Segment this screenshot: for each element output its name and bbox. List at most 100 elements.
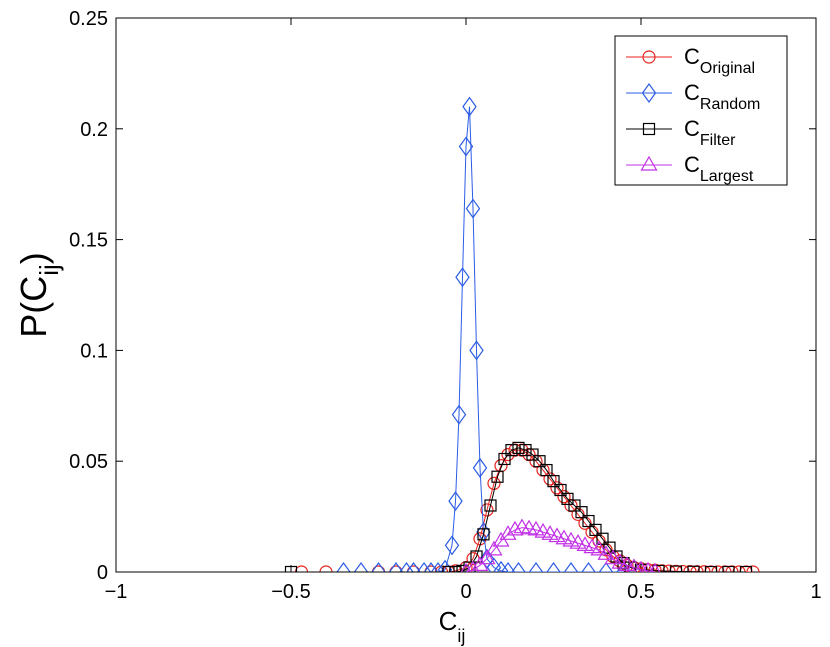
series-layer — [284, 96, 760, 572]
data-point — [449, 565, 462, 572]
y-axis-label-main: P(C — [13, 276, 54, 338]
data-point — [722, 565, 735, 572]
data-point — [739, 565, 753, 572]
x-axis-label-main: C — [439, 606, 458, 636]
data-point — [430, 561, 446, 572]
data-point — [469, 340, 484, 361]
legend-marker — [642, 50, 656, 64]
y-tick-label: 0.05 — [69, 451, 108, 473]
legend-item-original: COriginal — [626, 44, 755, 77]
data-point — [611, 553, 629, 569]
legend-label: CRandom — [684, 80, 760, 113]
data-point — [555, 529, 573, 545]
data-point — [512, 441, 525, 455]
data-point — [480, 503, 494, 517]
data-point — [460, 562, 472, 572]
series-line — [343, 106, 624, 572]
data-point — [470, 550, 483, 563]
data-point — [618, 556, 636, 571]
y-tick-label: 0.1 — [80, 340, 108, 362]
data-point — [634, 563, 648, 572]
data-point — [550, 481, 564, 495]
data-point — [458, 136, 474, 157]
data-point — [546, 561, 561, 572]
data-point — [424, 565, 438, 572]
data-point — [597, 545, 615, 560]
data-point — [557, 490, 571, 504]
data-point — [388, 561, 404, 572]
x-axis-label: Cij — [439, 606, 466, 646]
y-tick-label: 0.25 — [69, 8, 108, 30]
data-point — [294, 565, 309, 572]
data-point — [423, 561, 439, 572]
data-point — [491, 470, 504, 483]
data-point — [498, 452, 511, 466]
data-point — [501, 447, 515, 462]
legend-label: CLargest — [684, 152, 754, 185]
data-point — [371, 561, 386, 572]
data-point — [399, 561, 414, 572]
data-point — [540, 463, 553, 477]
data-point — [563, 561, 579, 572]
data-point — [704, 565, 718, 572]
data-point — [353, 561, 369, 572]
x-tick-label: 0.5 — [627, 581, 655, 603]
data-point — [598, 561, 614, 572]
data-point — [472, 457, 488, 478]
legend-marker — [642, 122, 656, 136]
data-point — [416, 561, 432, 572]
legend-label: COriginal — [684, 44, 755, 77]
data-point — [583, 538, 601, 554]
legend-item-largest: CLargest — [626, 152, 754, 185]
data-point — [526, 448, 539, 461]
x-tick-label: 1 — [810, 581, 821, 603]
data-point — [543, 472, 557, 486]
data-point — [485, 540, 503, 556]
data-point — [541, 525, 559, 540]
data-point — [527, 520, 545, 536]
data-point — [589, 523, 602, 536]
data-point — [477, 528, 490, 541]
y-axis-label: P(Cij) — [13, 252, 64, 338]
data-point — [687, 565, 700, 572]
data-point — [568, 499, 581, 512]
data-point — [455, 267, 470, 288]
data-point — [519, 444, 532, 457]
data-point — [406, 561, 421, 572]
data-point — [649, 562, 661, 572]
data-point — [465, 198, 481, 219]
series-largest — [460, 518, 661, 572]
x-tick-label: 0 — [460, 581, 471, 603]
legend-marker — [640, 155, 658, 171]
data-point — [534, 522, 552, 538]
data-point — [576, 536, 594, 552]
data-point — [493, 560, 509, 572]
data-point — [528, 561, 544, 572]
data-point — [561, 492, 574, 505]
y-axis-label-close: ) — [13, 252, 54, 264]
data-point — [478, 549, 496, 565]
data-point — [547, 475, 560, 488]
data-point — [746, 565, 760, 572]
data-point — [505, 444, 518, 457]
x-tick-label: −0.5 — [271, 581, 310, 603]
data-point — [626, 558, 642, 572]
data-point — [711, 565, 725, 572]
data-point — [484, 499, 497, 512]
legend-label: CFilter — [684, 116, 736, 149]
legend-item-random: CRandom — [626, 80, 760, 113]
data-point — [582, 514, 595, 528]
y-axis-label-sub: ij — [34, 264, 64, 276]
data-point — [371, 565, 386, 572]
data-point — [406, 565, 421, 572]
data-point — [499, 525, 517, 540]
data-point — [444, 535, 460, 556]
data-point — [442, 565, 455, 572]
data-point — [448, 491, 463, 512]
data-point — [569, 533, 587, 549]
data-point — [604, 549, 622, 565]
axis-ticks: −1 −0.5 0 0.5 1 0 0.05 0.1 0.15 0.2 0.25 — [69, 8, 822, 603]
data-point — [581, 561, 596, 572]
x-axis-label-sub: ij — [457, 626, 465, 646]
